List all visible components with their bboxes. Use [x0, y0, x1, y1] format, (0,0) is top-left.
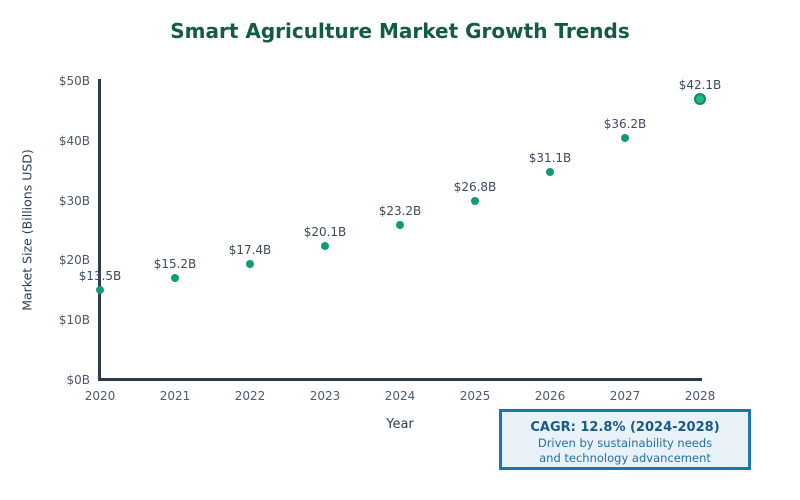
data-point-label: $42.1B	[678, 77, 722, 92]
cagr-line1: Driven by sustainability needs	[537, 436, 713, 450]
y-tick-label: $10B	[58, 313, 90, 328]
data-point-label: $36.2B	[603, 117, 647, 132]
y-axis-label: Market Size (Billions USD)	[19, 149, 35, 311]
x-tick-label: 2025	[459, 389, 491, 403]
x-tick-label: 2022	[234, 389, 266, 403]
x-tick-label: 2027	[609, 389, 641, 403]
data-point	[694, 92, 706, 105]
data-point-label: $26.8B	[453, 179, 497, 194]
data-point-label: $31.1B	[528, 151, 572, 166]
x-tick-label: 2023	[309, 389, 341, 403]
data-point	[246, 259, 254, 268]
y-axis-line	[98, 79, 101, 381]
y-tick-label: $50B	[58, 74, 90, 88]
data-point	[471, 196, 479, 205]
data-point-label: $15.2B	[153, 257, 197, 272]
data-point	[96, 285, 104, 294]
x-tick-label: 2020	[84, 389, 116, 403]
y-tick-label: $20B	[58, 253, 90, 268]
x-tick-label: 2021	[159, 389, 191, 403]
data-point-label: $13.5B	[78, 268, 122, 283]
x-axis-line	[98, 378, 702, 381]
x-tick-label: 2026	[534, 389, 566, 403]
data-point	[396, 220, 404, 229]
x-axis-title: Year	[386, 417, 414, 432]
data-point-label: $20.1B	[303, 224, 347, 239]
y-tick-label: $30B	[58, 193, 90, 208]
data-point	[621, 134, 629, 143]
x-tick-label: 2028	[684, 389, 716, 403]
y-tick-label: $0B	[66, 373, 90, 387]
cagr-title: CAGR: 12.8% (2024-2028)	[530, 420, 720, 435]
data-point-label: $23.2B	[378, 203, 422, 218]
chart-title: Smart Agriculture Market Growth Trends	[170, 19, 630, 43]
data-point	[171, 274, 179, 283]
cagr-annotation-box: CAGR: 12.8% (2024-2028) Driven by sustai…	[499, 409, 751, 470]
y-tick-label: $40B	[58, 133, 90, 148]
data-point-label: $17.4B	[228, 242, 272, 257]
data-point	[546, 168, 554, 177]
cagr-line2: and technology advancement	[539, 451, 711, 465]
x-tick-label: 2024	[384, 389, 416, 403]
data-point	[321, 241, 329, 250]
